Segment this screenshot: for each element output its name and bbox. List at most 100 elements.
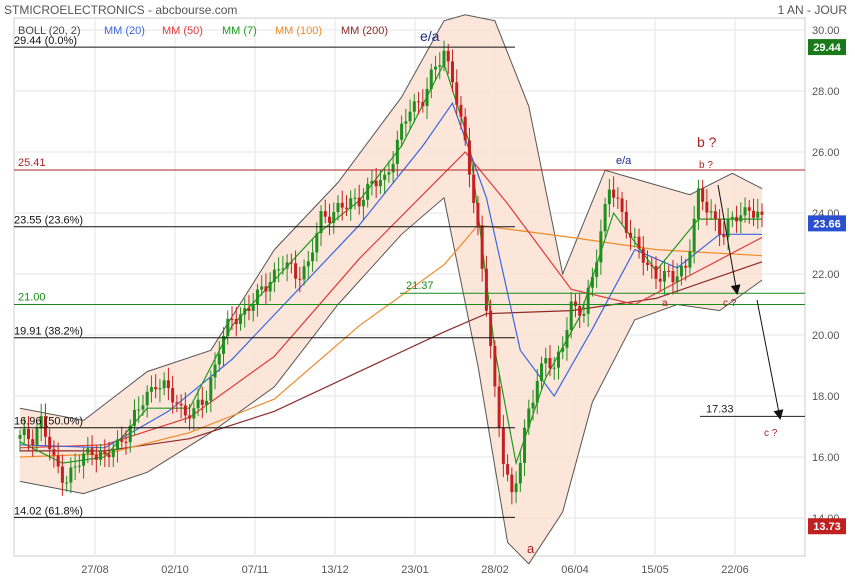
candle-body (328, 216, 332, 223)
legend-item: MM (100) (275, 25, 322, 37)
candle-body (624, 211, 628, 233)
candle-body (489, 310, 493, 346)
x-tick-label: 02/10 (161, 564, 189, 576)
wave-label: b ? (697, 134, 717, 150)
candle-body (26, 429, 30, 440)
candle-body (637, 236, 641, 249)
candle-body (718, 219, 722, 235)
y-tick-label: 26.00 (812, 147, 840, 159)
candle-body (336, 202, 340, 213)
candle-body (552, 367, 556, 369)
wave-label: c ? (764, 428, 778, 439)
candle-body (480, 225, 484, 269)
candle-body (18, 435, 22, 439)
candle-body (238, 314, 242, 325)
candle-body (650, 265, 654, 267)
y-tick-label: 18.00 (812, 391, 840, 403)
candle-body (289, 262, 293, 264)
x-tick-label: 06/04 (561, 564, 589, 576)
candle-body (518, 462, 522, 484)
candle-body (540, 363, 544, 381)
candle-body (565, 330, 569, 348)
candle-body (573, 301, 577, 307)
candle-body (315, 233, 319, 253)
price-flag (808, 215, 846, 232)
candle-body (404, 121, 408, 124)
legend: BOLL (20, 2) MM (20) MM (50) MM (7) MM (100)… (18, 25, 388, 37)
candle-body (467, 140, 471, 175)
candles (18, 40, 764, 505)
candle-body (752, 210, 756, 218)
candle-body (548, 358, 552, 369)
x-tick-label: 28/02 (481, 564, 509, 576)
candle-body (675, 276, 679, 283)
candle-body (120, 439, 124, 442)
price-flag (808, 518, 846, 535)
candle-body (450, 61, 454, 83)
y-tick-label: 20.00 (812, 330, 840, 342)
candle-body (171, 388, 175, 403)
candle-body (306, 261, 310, 267)
candle-body (188, 415, 192, 419)
candle-body (39, 416, 43, 429)
legend-item: MM (7) (222, 25, 257, 37)
legend-item: MM (20) (104, 25, 145, 37)
fib-label: 23.55 (23.6%) (14, 215, 83, 227)
candle-body (383, 174, 387, 180)
candle-body (230, 318, 234, 320)
projection-arrows (717, 184, 784, 420)
candle-body (107, 454, 111, 458)
candle-body (319, 211, 323, 234)
candle-body (65, 482, 69, 484)
candle-body (395, 139, 399, 164)
x-tick-label: 22/06 (721, 564, 749, 576)
projection-arrow (756, 299, 784, 420)
support-label: 21.00 (18, 292, 46, 304)
candle-body (111, 449, 115, 458)
fib-label: 19.91 (38.2%) (14, 326, 83, 338)
chart-title: STMICROELECTRONICS - abcbourse.com (4, 3, 238, 17)
wave-label: c ? (723, 298, 737, 309)
candle-body (141, 405, 145, 410)
candle-body (73, 466, 77, 468)
x-tick-label: 15/05 (641, 564, 669, 576)
candle-body (561, 347, 565, 352)
candle-body (400, 123, 404, 140)
candle-body (709, 211, 713, 213)
candle-body (213, 364, 217, 378)
candle-body (205, 400, 209, 405)
candle-body (459, 104, 463, 117)
candle-body (633, 236, 637, 238)
candle-body (726, 219, 730, 238)
candle-body (607, 189, 611, 205)
candle-body (86, 448, 90, 454)
candle-body (476, 202, 480, 226)
candle-body (556, 351, 560, 368)
candle-body (658, 278, 662, 282)
y-tick-label: 30.00 (812, 25, 840, 37)
candle-body (60, 466, 64, 483)
ma-line (19, 151, 763, 449)
candle-body (387, 172, 391, 175)
candle-body (434, 66, 438, 70)
period-selector[interactable]: 1 AN - JOUR (777, 3, 847, 17)
candle-body (455, 82, 459, 105)
candle-body (679, 265, 683, 277)
candle-body (94, 454, 98, 460)
candle-body (222, 335, 226, 354)
candle-body (268, 282, 272, 292)
candle-body (616, 197, 620, 199)
candle-body (77, 465, 81, 467)
candle-body (154, 387, 158, 390)
candle-body (620, 198, 624, 212)
candle-body (646, 262, 650, 266)
legend-item: MM (50) (162, 25, 203, 37)
candle-body (357, 197, 361, 207)
candle-body (166, 380, 170, 389)
candle-body (132, 409, 136, 426)
candle-body (209, 377, 213, 401)
candle-body (56, 455, 60, 467)
candle-body (22, 429, 26, 436)
candle-body (374, 181, 378, 187)
